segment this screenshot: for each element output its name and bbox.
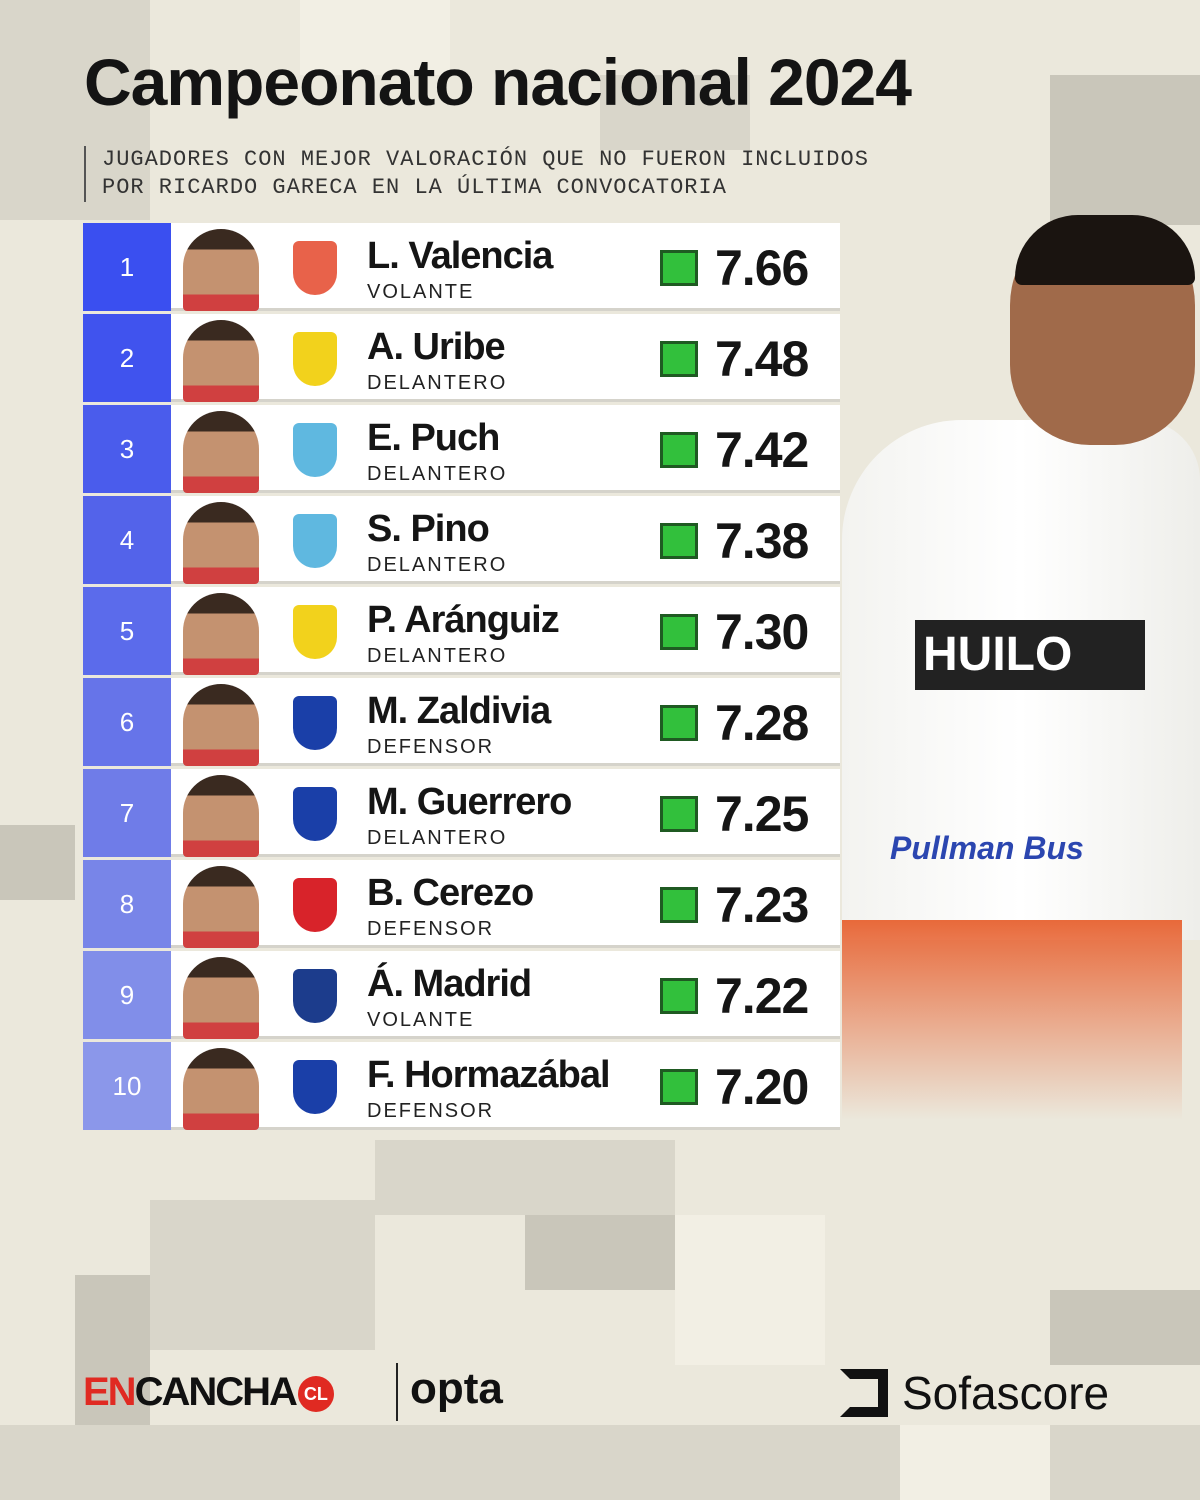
rank-badge: 7 <box>83 769 171 857</box>
rating-indicator-icon <box>660 796 698 832</box>
logo-divider <box>396 1363 398 1421</box>
player-name: F. Hormazábal <box>367 1054 611 1096</box>
rank-badge: 3 <box>83 405 171 493</box>
player-hair <box>1015 215 1195 285</box>
encancha-logo: ENCANCHA CL <box>83 1370 334 1415</box>
player-photo <box>183 957 259 1039</box>
rating-indicator-icon <box>660 705 698 741</box>
player-rating: 7.30 <box>715 604 809 660</box>
player-name: B. Cerezo <box>367 872 534 914</box>
player-rating: 7.48 <box>715 331 809 387</box>
player-position: DELANTERO <box>367 554 508 576</box>
page-title: Campeonato nacional 2024 <box>84 45 912 119</box>
player-name: S. Pino <box>367 508 490 550</box>
club-crest-icon <box>293 332 337 386</box>
player-photo <box>183 229 259 311</box>
player-name: L. Valencia <box>367 235 553 277</box>
sofascore-icon <box>840 1369 888 1417</box>
player-rating: 7.66 <box>715 240 809 296</box>
player-position: DEFENSOR <box>367 918 495 940</box>
club-crest-icon <box>293 969 337 1023</box>
player-name: E. Puch <box>367 417 500 459</box>
rank-badge: 5 <box>83 587 171 675</box>
player-position: DELANTERO <box>367 645 508 667</box>
player-name: M. Guerrero <box>367 781 572 823</box>
jersey-sponsor-2: Pullman Bus <box>890 830 1084 866</box>
club-crest-icon <box>293 1060 337 1114</box>
player-rating: 7.38 <box>715 513 809 569</box>
player-photo <box>183 320 259 402</box>
table-row: 1 L. Valencia VOLANTE 7.66 <box>83 223 840 311</box>
rating-indicator-icon <box>660 250 698 286</box>
player-position: DELANTERO <box>367 372 508 394</box>
player-rating: 7.25 <box>715 786 809 842</box>
opta-logo: opta <box>410 1364 503 1413</box>
rank-badge: 2 <box>83 314 171 402</box>
table-row: 4 S. Pino DELANTERO 7.38 <box>83 496 840 584</box>
jersey-sponsor: HUILO <box>915 620 1145 690</box>
player-shorts <box>842 920 1182 1120</box>
club-crest-icon <box>293 514 337 568</box>
rating-indicator-icon <box>660 341 698 377</box>
club-crest-icon <box>293 241 337 295</box>
encancha-cl: CL <box>297 1376 334 1413</box>
player-rating: 7.20 <box>715 1059 809 1115</box>
rating-indicator-icon <box>660 978 698 1014</box>
player-photo <box>183 684 259 766</box>
table-row: 6 M. Zaldivia DEFENSOR 7.28 <box>83 678 840 766</box>
club-crest-icon <box>293 787 337 841</box>
rank-badge: 6 <box>83 678 171 766</box>
rank-badge: 8 <box>83 860 171 948</box>
player-position: VOLANTE <box>367 1009 475 1031</box>
sofascore-text: Sofascore <box>902 1367 1110 1419</box>
table-row: 2 A. Uribe DELANTERO 7.48 <box>83 314 840 402</box>
player-photo <box>183 593 259 675</box>
rating-indicator-icon <box>660 614 698 650</box>
player-position: DELANTERO <box>367 827 508 849</box>
player-photo <box>183 1048 259 1130</box>
club-crest-icon <box>293 423 337 477</box>
player-photo <box>183 502 259 584</box>
subtitle-line: POR RICARDO GARECA EN LA ÚLTIMA CONVOCAT… <box>102 175 727 200</box>
player-position: DELANTERO <box>367 463 508 485</box>
rating-indicator-icon <box>660 1069 698 1105</box>
subtitle-line: JUGADORES CON MEJOR VALORACIÓN QUE NO FU… <box>102 147 869 172</box>
rank-badge: 4 <box>83 496 171 584</box>
club-crest-icon <box>293 878 337 932</box>
rank-badge: 1 <box>83 223 171 311</box>
player-rating: 7.22 <box>715 968 809 1024</box>
table-row: 3 E. Puch DELANTERO 7.42 <box>83 405 840 493</box>
player-position: VOLANTE <box>367 281 475 303</box>
player-name: P. Aránguiz <box>367 599 560 641</box>
table-row: 10 F. Hormazábal DEFENSOR 7.20 <box>83 1042 840 1130</box>
encancha-en: EN <box>83 1370 137 1414</box>
sofascore-logo: Sofascore <box>840 1366 1109 1420</box>
player-name: A. Uribe <box>367 326 506 368</box>
player-photo <box>183 775 259 857</box>
player-rating: 7.28 <box>715 695 809 751</box>
table-row: 5 P. Aránguiz DELANTERO 7.30 <box>83 587 840 675</box>
player-position: DEFENSOR <box>367 1100 495 1122</box>
club-crest-icon <box>293 696 337 750</box>
player-photo <box>183 411 259 493</box>
table-row: 7 M. Guerrero DELANTERO 7.25 <box>83 769 840 857</box>
subtitle: JUGADORES CON MEJOR VALORACIÓN QUE NO FU… <box>84 146 869 202</box>
rating-indicator-icon <box>660 432 698 468</box>
player-photo <box>183 866 259 948</box>
player-rating: 7.23 <box>715 877 809 933</box>
table-row: 8 B. Cerezo DEFENSOR 7.23 <box>83 860 840 948</box>
player-position: DEFENSOR <box>367 736 495 758</box>
rank-badge: 10 <box>83 1042 171 1130</box>
rating-indicator-icon <box>660 523 698 559</box>
table-row: 9 Á. Madrid VOLANTE 7.22 <box>83 951 840 1039</box>
club-crest-icon <box>293 605 337 659</box>
player-name: M. Zaldivia <box>367 690 551 732</box>
rating-indicator-icon <box>660 887 698 923</box>
encancha-rest: CANCHA <box>134 1370 298 1414</box>
player-rating: 7.42 <box>715 422 809 478</box>
rank-badge: 9 <box>83 951 171 1039</box>
player-name: Á. Madrid <box>367 963 532 1005</box>
